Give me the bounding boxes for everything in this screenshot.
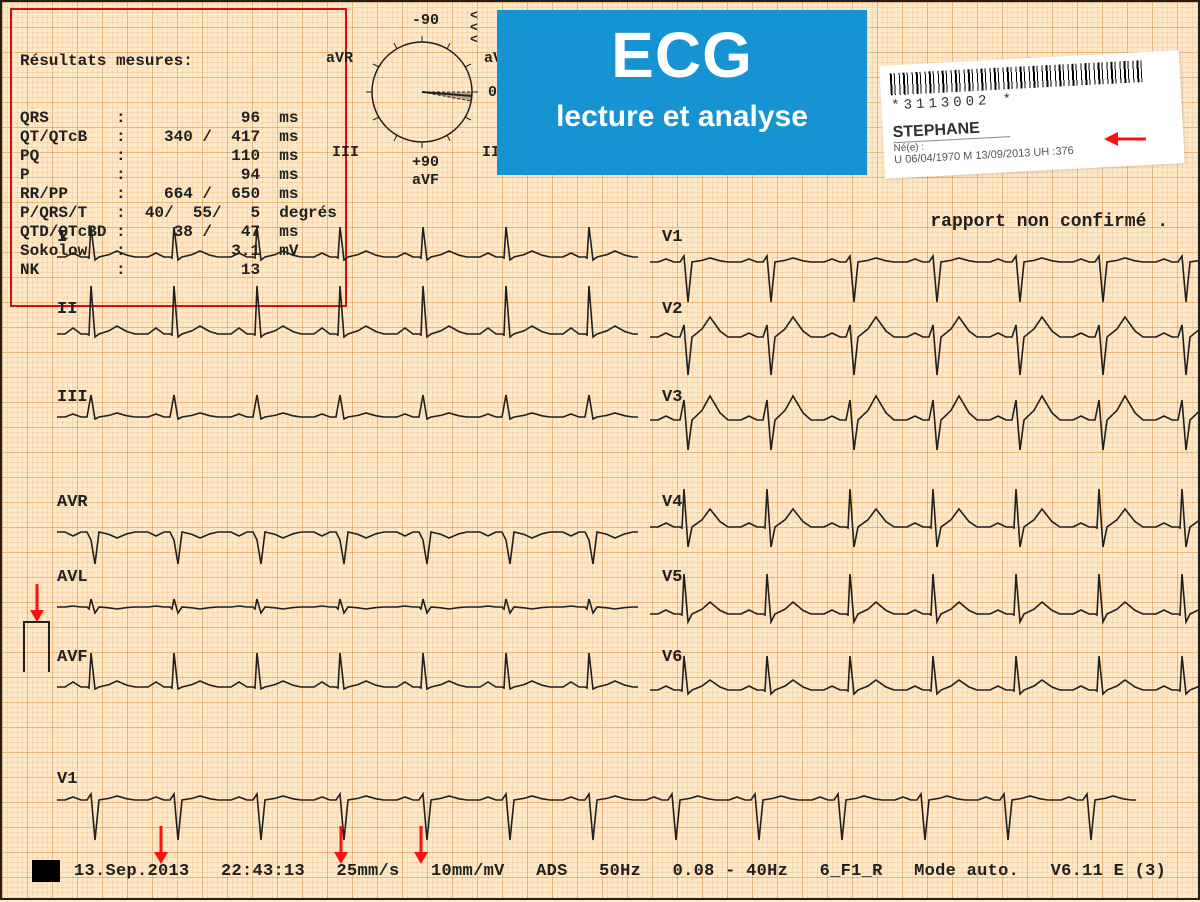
lead-label-rhythm: V1 (57, 770, 77, 789)
lead-label-v5: V5 (662, 568, 682, 587)
report-status: rapport non confirmé . (930, 212, 1168, 232)
measurement-row: NK : 13 (20, 261, 337, 280)
lead-label-v3: V3 (662, 388, 682, 407)
annotation-arrow-icon (28, 582, 46, 622)
lead-label-ii: II (57, 300, 77, 319)
lead-label-v1: V1 (662, 228, 682, 247)
lead-label-avl: AVL (57, 568, 88, 587)
measurement-row: P : 94 ms (20, 166, 337, 185)
axis-top: -90 (412, 12, 439, 29)
annotation-arrow-icon (152, 824, 170, 864)
axis-dial: -90 +90 aVF aVR aVL 0 I III II (362, 32, 482, 157)
measurement-row: QTD/QTcBD : 38 / 47 ms (20, 223, 337, 242)
lead-label-v6: V6 (662, 648, 682, 667)
banner-subtitle: lecture et analyse (497, 100, 867, 134)
patient-sticker: *3113002 * STEPHANE Né(e) : U 06/04/1970… (879, 50, 1185, 179)
measurements-box: Résultats mesures: QRS : 96 msQT/QTcB : … (10, 8, 347, 307)
lead-label-avr: AVR (57, 493, 88, 512)
measurement-row: PQ : 110 ms (20, 147, 337, 166)
axis-bottom: +90 (412, 154, 439, 171)
measurement-row: Sokolow : 3.1 mV (20, 242, 337, 261)
calibration-pulse (22, 617, 62, 677)
annotation-arrow-icon (1102, 130, 1148, 148)
measurement-row: QT/QTcB : 340 / 417 ms (20, 128, 337, 147)
axis-bl: III (332, 144, 359, 161)
footer-metadata: 13.Sep.2013 22:43:13 25mm/s 10mm/mV ADS … (32, 860, 1166, 882)
footer-marker-icon (32, 860, 60, 882)
measurement-row: QRS : 96 ms (20, 109, 337, 128)
title-banner: ECG lecture et analyse (497, 10, 867, 175)
lead-label-v2: V2 (662, 300, 682, 319)
lead-label-iii: III (57, 388, 88, 407)
footer-text: 13.Sep.2013 22:43:13 25mm/s 10mm/mV ADS … (74, 862, 1166, 881)
measurement-row: RR/PP : 664 / 650 ms (20, 185, 337, 204)
measurement-row: P/QRS/T : 40/ 55/ 5 degrés (20, 204, 337, 223)
lead-label-v4: V4 (662, 493, 682, 512)
chevrons-icon: <<< (470, 10, 478, 46)
annotation-arrow-icon (332, 824, 350, 864)
banner-title: ECG (497, 18, 867, 92)
measurements-header: Résultats mesures: (20, 52, 337, 71)
lead-label-i: I (57, 228, 67, 247)
axis-left: aVR (326, 50, 353, 67)
annotation-arrow-icon (412, 824, 430, 864)
axis-below: aVF (412, 172, 439, 189)
